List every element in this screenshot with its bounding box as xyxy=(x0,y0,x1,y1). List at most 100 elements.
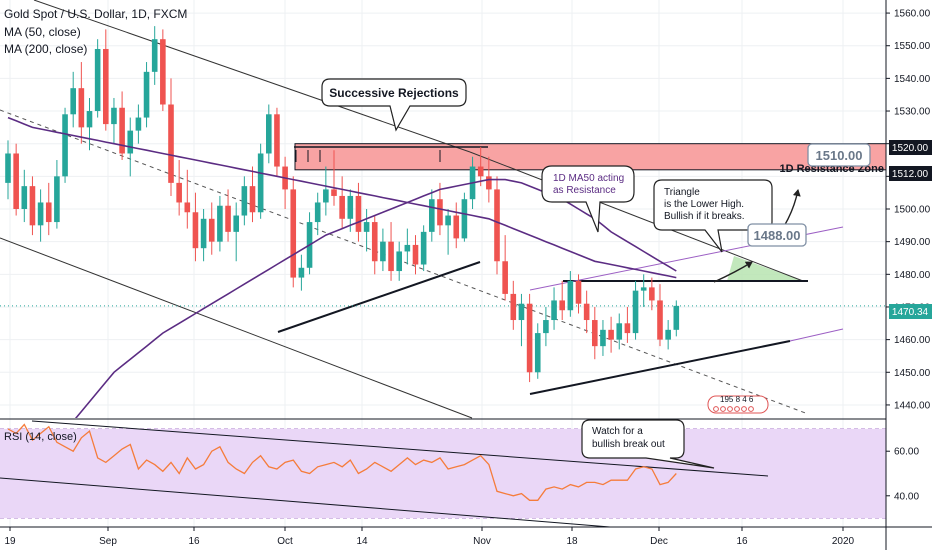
candle xyxy=(323,166,329,216)
candle xyxy=(657,284,663,347)
ma50-line xyxy=(7,116,677,279)
candle xyxy=(37,189,44,242)
candle xyxy=(119,91,125,161)
price-tag-1512: 1512.00 xyxy=(889,166,932,181)
target-box-1488: 1488.00 xyxy=(747,223,807,247)
candle xyxy=(208,202,215,255)
rsi-lower-trendline xyxy=(0,477,611,528)
candle xyxy=(176,160,182,216)
candle xyxy=(388,222,394,281)
chart-title: Gold Spot / U.S. Dollar, 1D, FXCM xyxy=(4,7,187,21)
rsi-line xyxy=(7,423,677,501)
candle xyxy=(445,209,451,255)
candle xyxy=(274,107,280,177)
price-axis-bg xyxy=(886,0,932,550)
candle xyxy=(5,140,11,200)
candle xyxy=(45,182,52,236)
time-tick-label: 14 xyxy=(356,536,368,547)
candle xyxy=(21,169,28,223)
rsi-callout-line1: Watch for a xyxy=(592,426,643,437)
candle xyxy=(559,280,565,321)
candle xyxy=(314,192,321,236)
target-1510-text: 1510.00 xyxy=(816,148,863,163)
candle xyxy=(673,300,680,337)
triangle-callout: Triangle is the Lower High. Bullish if i… xyxy=(653,179,773,253)
candle xyxy=(551,287,557,330)
time-tick-label: Nov xyxy=(473,536,491,547)
candle xyxy=(94,39,101,118)
events-badge[interactable]: 195 8 4 6 xyxy=(707,395,769,414)
candle xyxy=(363,209,370,252)
price-tick-label: 1440.00 xyxy=(894,400,931,411)
time-tick-label: Dec xyxy=(650,536,668,547)
candle xyxy=(429,189,435,242)
candle xyxy=(217,195,223,252)
candle xyxy=(494,176,500,275)
candle xyxy=(396,241,402,281)
price-tick-label: 1550.00 xyxy=(894,41,931,52)
candle xyxy=(665,320,671,350)
price-tag-1520: 1520.00 xyxy=(889,140,932,155)
candle xyxy=(266,104,272,164)
candle xyxy=(282,156,288,209)
candle xyxy=(54,160,60,229)
price-tag-1512-text: 1512.00 xyxy=(892,169,929,180)
candle xyxy=(534,323,541,379)
candle xyxy=(453,202,460,249)
ma50-callout-line1: 1D MA50 acting xyxy=(553,173,624,184)
candle xyxy=(249,166,256,223)
candle xyxy=(257,143,264,219)
candle xyxy=(371,215,378,275)
rsi-band xyxy=(0,428,886,519)
last-price-tag-text: 1470.34 xyxy=(892,307,929,318)
rsi-tick-label: 40.00 xyxy=(894,491,919,502)
candle xyxy=(78,62,85,144)
candle xyxy=(225,189,231,242)
candle xyxy=(160,29,166,112)
support-extension xyxy=(789,328,844,342)
time-tick-label: 2020 xyxy=(832,536,855,547)
successive-rejections-callout: Successive Rejections xyxy=(321,78,467,132)
triangle-callout-line1: Triangle xyxy=(664,187,700,198)
rsi-legend: RSI (14, close) xyxy=(4,431,77,443)
candle xyxy=(103,29,109,131)
candle xyxy=(404,228,411,265)
candle xyxy=(331,150,337,206)
time-tick-label: Oct xyxy=(277,536,293,547)
price-tick-label: 1490.00 xyxy=(894,237,931,248)
ma50-callout-line2: as Resistance xyxy=(553,185,616,196)
price-tick-label: 1560.00 xyxy=(894,9,931,20)
candle xyxy=(135,104,142,144)
candle xyxy=(168,78,174,196)
time-tick-label: 16 xyxy=(188,536,200,547)
candle xyxy=(184,169,191,229)
time-tick-label: 16 xyxy=(736,536,748,547)
candle xyxy=(151,26,158,85)
price-tick-label: 1480.00 xyxy=(894,270,931,281)
time-tick-label: Sep xyxy=(99,536,117,547)
candle xyxy=(632,280,639,340)
candle xyxy=(608,316,614,353)
rsi-callout-line2: bullish break out xyxy=(592,439,665,450)
price-tick-label: 1450.00 xyxy=(894,368,931,379)
target-arrow-1488 xyxy=(713,261,753,283)
candle xyxy=(600,320,606,356)
price-tick-label: 1530.00 xyxy=(894,107,931,118)
candle xyxy=(339,176,345,229)
candle xyxy=(192,192,199,262)
triangle-fill xyxy=(727,256,803,281)
ma50-legend: MA (50, close) xyxy=(4,25,81,39)
ma50-resistance-callout: 1D MA50 acting as Resistance xyxy=(541,165,635,233)
candle xyxy=(575,274,582,314)
candle xyxy=(62,107,68,183)
candle xyxy=(143,62,150,128)
price-tag-1520-text: 1520.00 xyxy=(892,143,929,154)
successive-rejections-text: Successive Rejections xyxy=(329,86,459,100)
candle xyxy=(241,176,248,226)
candle xyxy=(649,277,655,311)
candle xyxy=(526,293,533,383)
events-badge-text: 195 8 4 6 xyxy=(720,395,754,404)
november-support-line xyxy=(529,340,791,395)
candle xyxy=(13,143,19,216)
